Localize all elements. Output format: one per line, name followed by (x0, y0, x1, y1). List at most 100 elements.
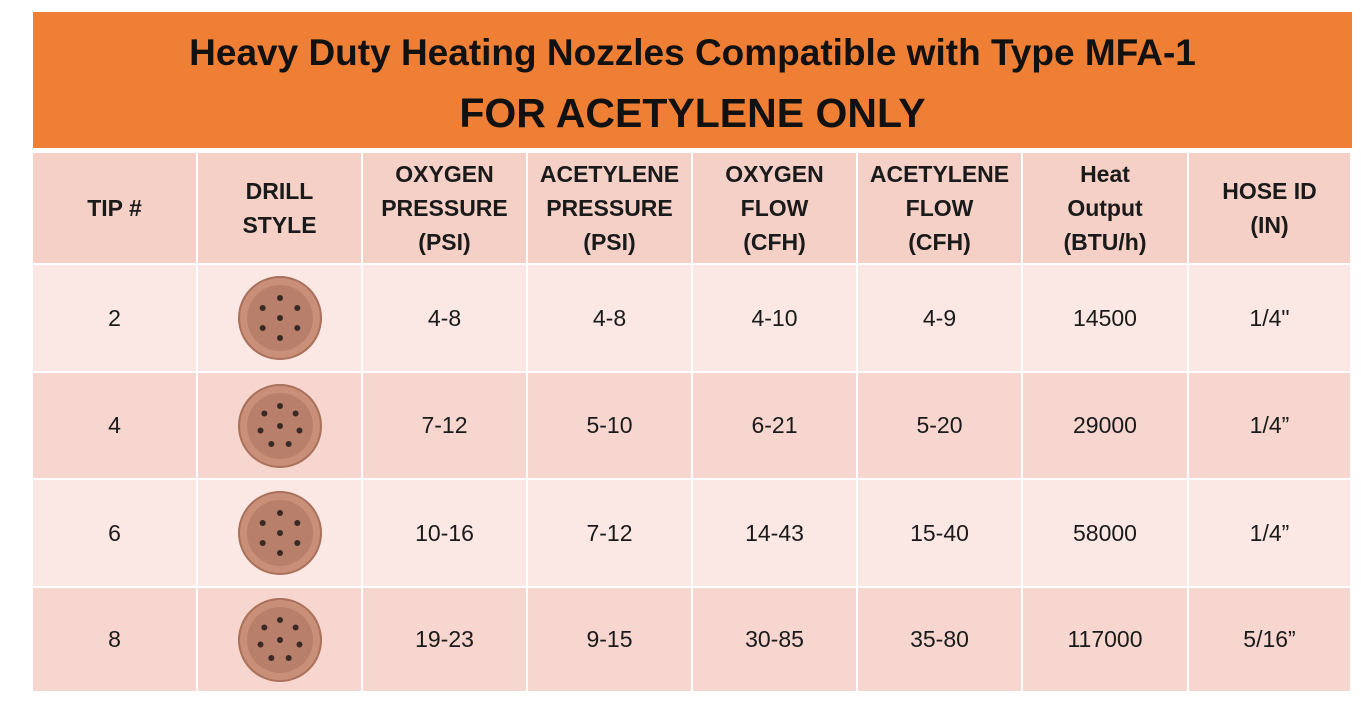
data-cell: 5-20 (858, 373, 1021, 478)
header-label: HOSE ID (1222, 178, 1317, 204)
data-cell: 117000 (1023, 588, 1187, 691)
cell-text: 15-40 (910, 519, 969, 546)
nozzle-part (267, 654, 274, 661)
nozzle-part (257, 426, 264, 433)
data-cell: 1/4” (1189, 373, 1350, 478)
cell-text: 29000 (1073, 412, 1137, 438)
header-cell: OXYGEN PRESSURE (PSI) (363, 153, 526, 263)
data-cell: 30-85 (693, 588, 856, 691)
cell-text: 19-23 (415, 626, 474, 652)
nozzle-part (259, 305, 266, 311)
nozzle-part (293, 520, 300, 526)
data-cell: 4 (33, 373, 196, 478)
nozzle-image (237, 383, 322, 468)
cell-text: 2 (108, 304, 121, 331)
data-cell: 4-10 (693, 265, 856, 371)
data-cell: 5/16” (1189, 588, 1350, 691)
header-label: Output (1067, 195, 1143, 221)
header-label: PRESSURE (381, 195, 508, 221)
cell-text: 1/4" (1249, 304, 1290, 331)
cell-text: 4 (108, 412, 121, 438)
nozzle-part (259, 540, 266, 546)
cell-text: 6-21 (751, 412, 798, 438)
data-cell: 5-10 (528, 373, 691, 478)
cell-text: 4-9 (922, 304, 957, 331)
header-label: (IN) (1250, 212, 1289, 238)
header-label: (PSI) (583, 229, 636, 255)
data-cell: 10-16 (363, 480, 526, 586)
data-cell: 14500 (1023, 265, 1187, 371)
nozzle-part (276, 616, 283, 623)
nozzle-part (259, 520, 266, 526)
header-label: TIP # (87, 195, 142, 221)
cell-text: 117000 (1067, 626, 1143, 652)
subtitle: FOR ACETYLENE ONLY (459, 90, 926, 136)
data-cell: 19-23 (363, 588, 526, 691)
header-cell: DRILL STYLE (198, 153, 361, 263)
nozzle-part (292, 624, 299, 631)
nozzle-part (259, 325, 266, 331)
header-cell: ACETYLENE FLOW (CFH) (858, 153, 1021, 263)
table: TIP # DRILL STYLE OXYGEN PRESSURE (PSI) ACETYL… (33, 153, 1352, 693)
cell-text: 4-10 (751, 304, 798, 331)
data-cell: 1/4" (1189, 265, 1350, 371)
header-label: (BTU/h) (1063, 229, 1147, 255)
nozzle-part (257, 640, 264, 647)
data-cell: 7-12 (363, 373, 526, 478)
nozzle-part (276, 402, 283, 409)
nozzle-part (276, 510, 283, 516)
data-cell: 6-21 (693, 373, 856, 478)
data-cell: 2 (33, 265, 196, 371)
header-label: (CFH) (908, 229, 971, 255)
header-label: DRILL (245, 178, 314, 204)
nozzle-image (237, 276, 322, 360)
cell-text: 1/4” (1249, 519, 1290, 546)
header-label: ACETYLENE (869, 161, 1010, 187)
cell-text: 1/4” (1249, 412, 1290, 438)
data-cell: 29000 (1023, 373, 1187, 478)
header-label: STYLE (242, 212, 317, 238)
nozzle-part (276, 295, 283, 301)
data-cell: 15-40 (858, 480, 1021, 586)
cell-text: 9-15 (586, 626, 633, 652)
header-label: OXYGEN (725, 161, 824, 187)
cell-text: 14-43 (745, 519, 804, 546)
cell-text: 4-8 (592, 304, 627, 331)
nozzle-part (267, 440, 274, 447)
cell-text: 5/16” (1243, 626, 1296, 652)
header-cell: HOSE ID (IN) (1189, 153, 1350, 263)
cell-text: 58000 (1073, 519, 1137, 546)
cell-text: 10-16 (415, 519, 474, 546)
nozzle-part (276, 335, 283, 341)
header-label: FLOW (905, 195, 974, 221)
header-label: FLOW (740, 195, 809, 221)
header-label: (CFH) (743, 229, 806, 255)
nozzle-part (285, 440, 292, 447)
cell-text: 7-12 (421, 412, 468, 438)
nozzle-part (293, 305, 300, 311)
nozzle-image (237, 597, 322, 682)
nozzle-part (276, 550, 283, 556)
nozzle-part (260, 410, 267, 417)
header-cell: ACETYLENE PRESSURE (PSI) (528, 153, 691, 263)
nozzle-part (292, 410, 299, 417)
image-cell (198, 265, 361, 371)
cell-text: 14500 (1073, 304, 1137, 331)
cell-text: 5-10 (586, 412, 633, 438)
header-cell: OXYGEN FLOW (CFH) (693, 153, 856, 263)
cell-text: 8 (108, 626, 121, 652)
nozzle-part (293, 540, 300, 546)
nozzle-part (260, 624, 267, 631)
data-cell: 4-8 (363, 265, 526, 371)
nozzle-part (295, 640, 302, 647)
data-cell: 35-80 (858, 588, 1021, 691)
nozzle-part (276, 422, 283, 429)
image-cell (198, 588, 361, 691)
cell-text: 7-12 (586, 519, 633, 546)
data-cell: 9-15 (528, 588, 691, 691)
cell-text: 35-80 (910, 626, 969, 652)
header-cell: Heat Output (BTU/h) (1023, 153, 1187, 263)
header-label: Heat (1080, 161, 1130, 187)
nozzle-part (293, 325, 300, 331)
